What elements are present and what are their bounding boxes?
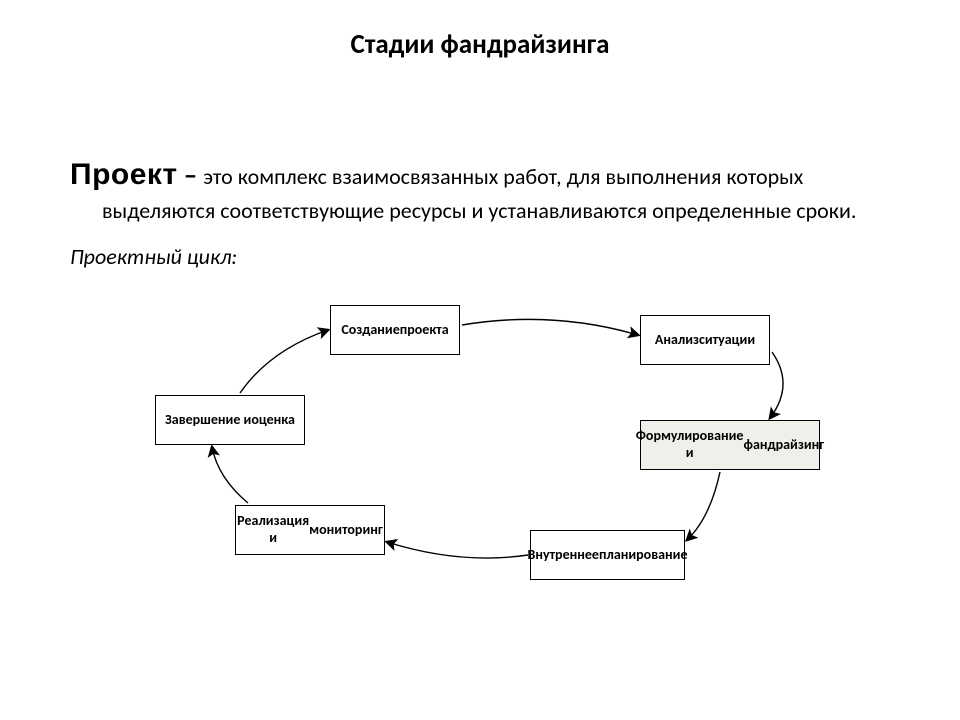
slide: Стадии фандрайзинга Проект – это комплек… [0, 0, 960, 720]
lead-word: Проект [70, 158, 178, 191]
cycle-label: Проектный цикл: [70, 243, 890, 270]
dash: – [178, 159, 204, 192]
node-n5: Реализация имониторинг [235, 505, 385, 555]
definition-text: это комплекс взаимосвязанных работ, для … [102, 163, 856, 224]
body-text: Проект – это комплекс взаимосвязанных ра… [70, 155, 890, 270]
arrows-layer [0, 0, 960, 720]
node-n2: Анализситуации [640, 315, 770, 365]
edge-n2-n3 [770, 352, 783, 418]
edge-n5-n6 [212, 447, 248, 503]
edge-n4-n5 [387, 542, 528, 558]
edge-n6-n1 [240, 330, 328, 393]
page-title: Стадии фандрайзинга [0, 28, 960, 61]
edge-n1-n2 [462, 319, 638, 335]
node-n6: Завершение иоценка [155, 395, 305, 445]
definition-paragraph: Проект – это комплекс взаимосвязанных ра… [70, 155, 890, 225]
node-n4: Внутреннеепланирование [530, 530, 685, 580]
node-n3: Формулирование ифандрайзинг [640, 420, 820, 470]
node-n1: Созданиепроекта [330, 305, 460, 355]
edge-n3-n4 [687, 472, 720, 540]
